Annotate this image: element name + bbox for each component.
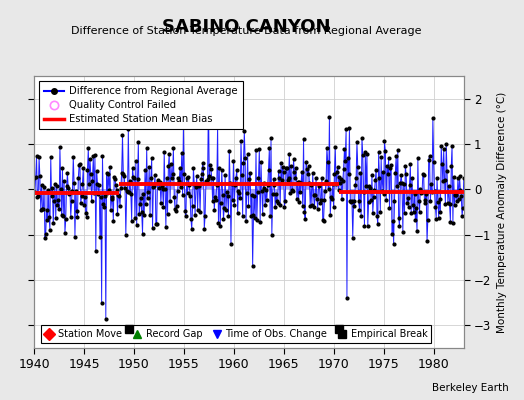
- Text: SABINO CANYON: SABINO CANYON: [162, 18, 331, 36]
- Legend: Station Move, Record Gap, Time of Obs. Change, Empirical Break: Station Move, Record Gap, Time of Obs. C…: [41, 325, 431, 343]
- Text: Berkeley Earth: Berkeley Earth: [432, 383, 508, 393]
- Y-axis label: Monthly Temperature Anomaly Difference (°C): Monthly Temperature Anomaly Difference (…: [497, 91, 507, 333]
- Text: Difference of Station Temperature Data from Regional Average: Difference of Station Temperature Data f…: [71, 26, 421, 36]
